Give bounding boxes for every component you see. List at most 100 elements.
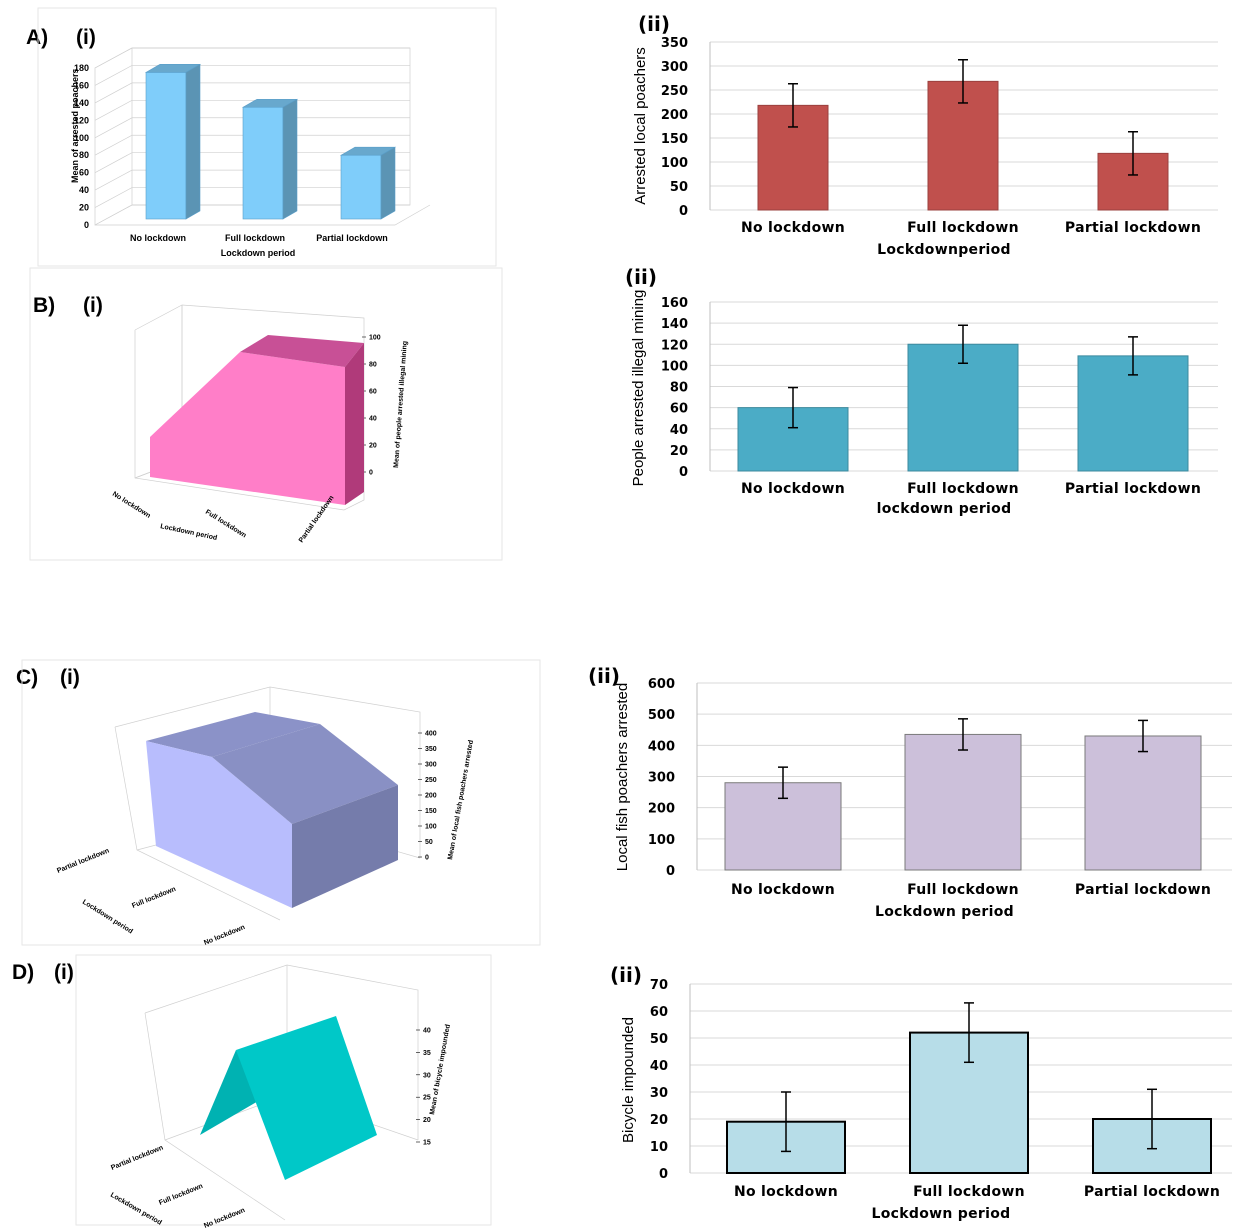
- chart-c-ii-ylabel: Local fish poachers arrested: [614, 683, 631, 871]
- panel-d-ii-label: (ii): [610, 963, 642, 987]
- chart-b-ii-bar-1: [907, 343, 1019, 472]
- chart-a-ii-xtick-2: Partial lockdown: [1065, 220, 1201, 236]
- chart-c-i-xtick-2: No lockdown: [203, 924, 246, 947]
- chart-b-i-area-top: [240, 335, 364, 367]
- chart-a-ii-ytick: 50: [670, 180, 688, 195]
- panel-a-ii-label: (ii): [638, 12, 670, 36]
- chart-b-i-ytick: 20: [369, 443, 377, 450]
- chart-c-ii-bar-2: [1084, 735, 1202, 871]
- chart-b-ii-xtick-1: Full lockdown: [907, 481, 1019, 497]
- chart-a-i-xtick-2: Partial lockdown: [316, 233, 388, 243]
- chart-d-ii-ylabel: Bicycle impounded: [620, 1017, 637, 1143]
- chart-a-i-xlabel: Lockdown period: [221, 248, 296, 258]
- chart-c-i-xtick-1: Full lockdown: [131, 886, 177, 910]
- chart-d-i-xtick-0: Partial lockdown: [110, 1145, 164, 1172]
- chart-a-ii-ytick: 200: [661, 108, 688, 123]
- chart-c-i-xtick-0: Partial lockdown: [56, 848, 110, 875]
- chart-c-ii-xlabel: Lockdown period: [875, 904, 1014, 920]
- chart-a-i-bar-1: [242, 106, 284, 220]
- chart-a-i-gridline: [94, 152, 410, 173]
- chart-a-ii-bar-0: [757, 104, 829, 211]
- chart-c-i-xlabel: Lockdown period: [81, 899, 134, 936]
- chart-b-ii-ytick: 160: [661, 296, 688, 311]
- chart-b-ii-ytick: 60: [670, 402, 688, 417]
- chart-a-ii-ytick: 350: [661, 36, 688, 51]
- chart-a-i-ytick: 100: [74, 133, 89, 143]
- chart-d-i-ytick: 40: [423, 1028, 431, 1035]
- chart-c-i-ytick: 250: [425, 777, 437, 784]
- chart-d-i-ylabel: Mean of bicycle impounded: [429, 1024, 452, 1116]
- chart-b-ii-ytick: 20: [670, 444, 688, 459]
- chart-d-i-xtick-1: Full lockdown: [158, 1183, 204, 1207]
- chart-c-i-ylabel: Mean of local fish poachers arrested: [447, 740, 475, 861]
- chart-a-i-bar-2: [340, 154, 382, 220]
- chart-c-ii-ytick: 0: [666, 864, 675, 879]
- chart-d-i-ytick: 20: [423, 1117, 431, 1124]
- chart-a-ii-ytick: 250: [661, 84, 688, 99]
- chart-d-i-ytick: 35: [423, 1050, 431, 1057]
- chart-a-i-bar-side-0: [185, 63, 201, 220]
- chart-a-i-gridline: [94, 169, 410, 191]
- chart-c-i: 0 50 100 150 200 250 300 350 400 Partial lockdow…: [21, 659, 541, 947]
- chart-a-i-xtick-1: Full lockdown: [225, 233, 285, 243]
- panel-c-ii-label: (ii): [588, 664, 620, 688]
- panel-b-ii-label: (ii): [625, 265, 657, 289]
- chart-c-i-ytick: 300: [425, 762, 437, 769]
- chart-b-ii-ytick: 120: [661, 338, 688, 353]
- chart-c-i-ytick: 150: [425, 808, 437, 815]
- chart-a-i-gridline: [94, 47, 410, 69]
- chart-a-ii-xlabel: Lockdownperiod: [877, 242, 1011, 258]
- chart-b-ii-ytick: 0: [679, 465, 688, 480]
- chart-a-i-bar-0: [145, 72, 187, 220]
- chart-c-ii: 0 100 200 300 400 500 600 No lockdown Full lockd…: [614, 677, 1232, 920]
- chart-b-i-ytick: 60: [369, 389, 377, 396]
- chart-c-i-area-roof: [212, 724, 398, 824]
- chart-a-i-ytick: 180: [74, 63, 89, 73]
- chart-a-ii-ytick: 0: [679, 204, 688, 219]
- panel-b-label: B): [33, 294, 55, 317]
- chart-b-i-ytick: 80: [369, 362, 377, 369]
- chart-c-ii-ytick: 200: [648, 802, 675, 817]
- chart-a-ii: 0 50 100 150 200 250 300 350 No lockdown Full loc…: [632, 36, 1218, 258]
- chart-a-ii-xtick-1: Full lockdown: [907, 220, 1019, 236]
- chart-a-i-ytick: 80: [79, 150, 89, 160]
- chart-c-ii-ytick: 400: [648, 739, 675, 754]
- chart-a-i-ytick: 120: [74, 115, 89, 125]
- chart-a-ii-ytick: 150: [661, 132, 688, 147]
- chart-c-ii-xtick-2: Partial lockdown: [1075, 882, 1211, 898]
- chart-c-ii-ytick: 300: [648, 771, 675, 786]
- chart-a-i-xtick-0: No lockdown: [130, 233, 186, 243]
- chart-a-i-ytick: 40: [79, 185, 89, 195]
- chart-d-ii-xlabel: Lockdown period: [872, 1206, 1011, 1222]
- chart-b-i-area-side: [345, 343, 364, 505]
- chart-c-i-ytick: 100: [425, 824, 437, 831]
- panel-c-i-label: (i): [60, 666, 80, 689]
- chart-c-i-area-front: [146, 741, 292, 908]
- chart-b-i-xlabel: Lockdown period: [160, 523, 218, 542]
- chart-d-i-xlabel: Lockdown period: [109, 1192, 163, 1227]
- chart-b-ii-xlabel: lockdown period: [877, 501, 1012, 517]
- chart-d-ii-xtick-0: No lockdown: [734, 1184, 838, 1200]
- chart-b-i-area-front: [150, 352, 345, 505]
- chart-b-i-ytick: 100: [369, 335, 381, 342]
- chart-d-i-ytick: 30: [423, 1072, 431, 1079]
- chart-a-i-bar-side-1: [282, 98, 298, 220]
- chart-c-ii-bar-1: [904, 733, 1022, 871]
- chart-a-i-ytick: 140: [74, 98, 89, 108]
- chart-d-i-ytick: 25: [423, 1095, 431, 1102]
- chart-c-i-area-side: [292, 785, 398, 908]
- chart-a-i-gridline: [94, 204, 410, 226]
- panel-d-label: D): [12, 961, 34, 984]
- chart-b-i-xtick-0: No lockdown: [111, 491, 152, 520]
- chart-b-i-xtick-2: Partial lockdown: [298, 495, 336, 545]
- chart-b-ii-ytick: 140: [661, 317, 688, 332]
- panel-a-i-label: (i): [76, 26, 96, 49]
- chart-a-i-ytick: 20: [79, 203, 89, 213]
- chart-c-ii-ytick: 600: [648, 677, 675, 692]
- chart-c-i-ytick: 200: [425, 793, 437, 800]
- chart-c-ii-xtick-0: No lockdown: [731, 882, 835, 898]
- chart-a-ii-ylabel: Arrested local poachers: [632, 47, 649, 205]
- chart-b-i-ytick: 0: [369, 470, 373, 477]
- panel-c-label: C): [16, 666, 38, 689]
